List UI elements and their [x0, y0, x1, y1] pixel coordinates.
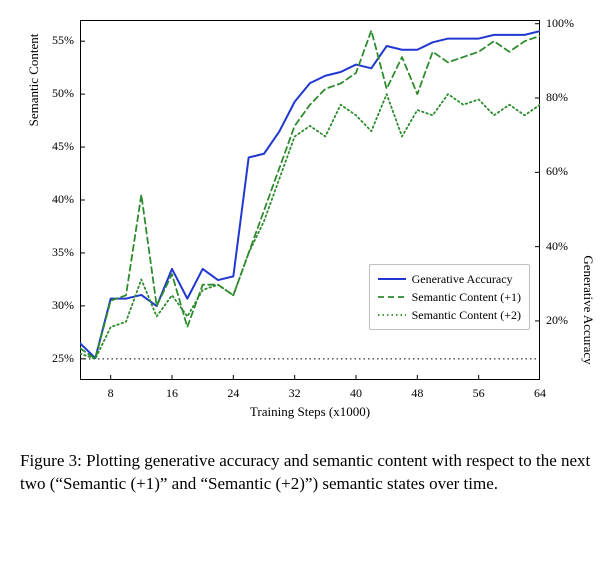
legend-label: Semantic Content (+1)	[412, 290, 521, 305]
figure-caption: Figure 3: Plotting generative accuracy a…	[20, 450, 594, 496]
legend-label: Semantic Content (+2)	[412, 308, 521, 323]
tick-label: 30%	[34, 298, 74, 313]
tick-label: 48	[402, 386, 432, 401]
x-axis-label: Training Steps (x1000)	[80, 404, 540, 420]
tick-label: 64	[525, 386, 555, 401]
tick-label: 40	[341, 386, 371, 401]
legend-swatch	[378, 290, 406, 304]
y-left-axis-label: Semantic Content	[26, 0, 42, 260]
figure-wrapper: Generative Accuracy Semantic Content (+1)…	[0, 0, 614, 563]
legend-item: Semantic Content (+2)	[378, 306, 521, 324]
tick-label: 16	[157, 386, 187, 401]
tick-label: 8	[96, 386, 126, 401]
legend-swatch	[378, 308, 406, 322]
tick-label: 24	[218, 386, 248, 401]
legend-item: Generative Accuracy	[378, 270, 521, 288]
tick-label: 56	[464, 386, 494, 401]
legend-swatch	[378, 272, 406, 286]
plot-area: Generative Accuracy Semantic Content (+1)…	[80, 20, 540, 380]
tick-label: 25%	[34, 351, 74, 366]
y-right-axis-label: Generative Accuracy	[580, 130, 596, 490]
legend: Generative Accuracy Semantic Content (+1)…	[369, 264, 530, 330]
tick-label: 80%	[546, 90, 590, 105]
tick-label: 32	[280, 386, 310, 401]
tick-label: 100%	[546, 16, 590, 31]
legend-label: Generative Accuracy	[412, 272, 513, 287]
legend-item: Semantic Content (+1)	[378, 288, 521, 306]
